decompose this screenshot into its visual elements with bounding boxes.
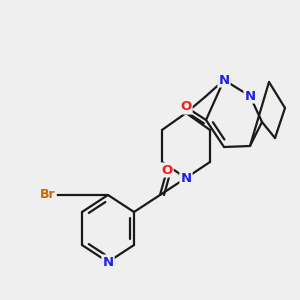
Text: O: O — [180, 100, 192, 113]
Text: N: N — [180, 172, 192, 184]
Text: O: O — [161, 164, 172, 176]
Text: N: N — [244, 89, 256, 103]
Text: N: N — [102, 256, 114, 268]
Text: Br: Br — [40, 188, 56, 202]
Text: N: N — [218, 74, 230, 86]
